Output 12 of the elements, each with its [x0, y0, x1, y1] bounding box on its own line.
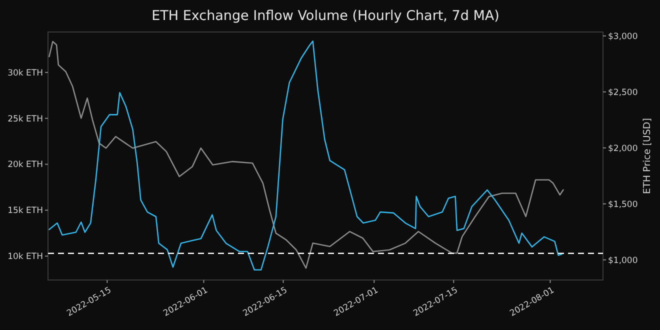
y2-tick-label: $1,500 — [608, 200, 638, 210]
y2-axis-title: ETH Price [USD] — [642, 118, 653, 194]
y-tick-label: 15k ETH — [8, 206, 43, 216]
y-tick-label: 25k ETH — [8, 114, 43, 124]
y2-tick-label: $3,000 — [608, 32, 638, 42]
y2-tick-label: $1,000 — [608, 256, 638, 266]
y2-tick-label: $2,000 — [608, 144, 638, 154]
y-tick-label: 20k ETH — [8, 160, 43, 170]
y-tick-label: 30k ETH — [8, 68, 43, 78]
y-tick-label: 10k ETH — [8, 252, 43, 262]
chart-title: ETH Exchange Inflow Volume (Hourly Chart, 7d MA) — [152, 8, 500, 24]
y2-tick-label: $2,500 — [608, 88, 638, 98]
